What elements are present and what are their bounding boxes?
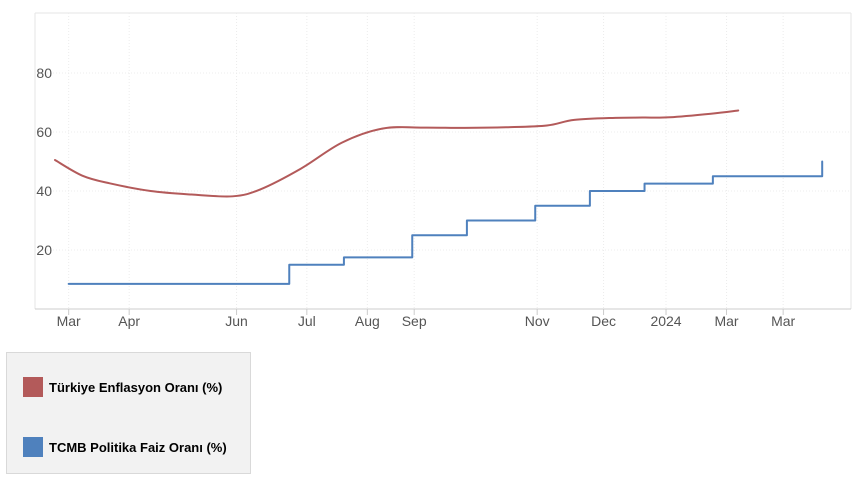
x-axis-ticks: Mar Apr Jun Jul Aug Sep Nov Dec 2024 Mar Mar — [57, 309, 796, 329]
grid — [35, 13, 851, 309]
legend-item-policy-rate[interactable]: TCMB Politika Faiz Oranı (%) — [23, 437, 227, 457]
x-tick-label: Sep — [402, 313, 427, 329]
legend: Türkiye Enflasyon Oranı (%) TCMB Politik… — [6, 352, 251, 474]
x-tick-label: Jul — [298, 313, 316, 329]
x-tick-label: Dec — [591, 313, 616, 329]
series — [54, 109, 824, 285]
legend-swatch-policy-rate — [23, 437, 43, 457]
x-tick-label: Nov — [525, 313, 550, 329]
x-tick-label: Mar — [771, 313, 795, 329]
legend-label-inflation: Türkiye Enflasyon Oranı (%) — [49, 379, 223, 395]
legend-item-inflation[interactable]: Türkiye Enflasyon Oranı (%) — [23, 377, 222, 397]
x-tick-label: 2024 — [650, 313, 681, 329]
x-tick-label: Mar — [714, 313, 738, 329]
y-tick-label: 40 — [36, 183, 52, 199]
x-tick-label: Apr — [118, 313, 140, 329]
y-tick-label: 60 — [36, 124, 52, 140]
series-line-inflation — [54, 109, 740, 198]
legend-label-policy-rate: TCMB Politika Faiz Oranı (%) — [49, 439, 227, 455]
series-line-policy-rate — [67, 160, 824, 285]
y-tick-label: 80 — [36, 65, 52, 81]
x-tick-label: Jun — [225, 313, 248, 329]
legend-swatch-inflation — [23, 377, 43, 397]
x-tick-label: Aug — [355, 313, 380, 329]
y-tick-label: 20 — [36, 242, 52, 258]
x-tick-label: Mar — [57, 313, 81, 329]
y-axis-ticks: 20 40 60 80 — [36, 65, 52, 258]
